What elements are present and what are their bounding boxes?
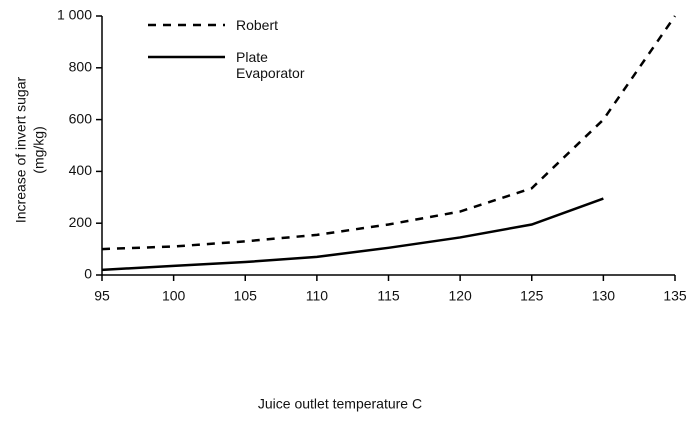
legend-label: Plate Evaporator (236, 49, 305, 81)
series-line (101, 197, 604, 272)
y-tick-label: 1 000 (57, 7, 92, 23)
y-tick-label: 0 (84, 266, 92, 282)
x-tick-label: 135 (663, 288, 687, 304)
x-tick-label: 110 (306, 288, 329, 304)
y-axis-label: (mg/kg) (31, 126, 47, 173)
x-tick-label: 130 (592, 288, 616, 304)
x-tick-label: 115 (377, 288, 400, 304)
y-axis-label: Increase of invert sugar (13, 77, 29, 224)
y-tick-label: 800 (69, 59, 93, 75)
x-tick-label: 105 (234, 288, 258, 304)
y-tick-label: 600 (69, 110, 93, 126)
x-tick-label: 100 (162, 288, 186, 304)
x-axis-label: Juice outlet temperature C (258, 396, 422, 412)
x-tick-label: 120 (448, 288, 472, 304)
legend-label: Robert (236, 17, 279, 33)
y-tick-label: 400 (69, 162, 93, 178)
x-tick-label: 125 (520, 288, 544, 304)
x-tick-label: 95 (94, 288, 110, 304)
series-line (101, 15, 677, 251)
y-tick-label: 200 (69, 214, 93, 230)
